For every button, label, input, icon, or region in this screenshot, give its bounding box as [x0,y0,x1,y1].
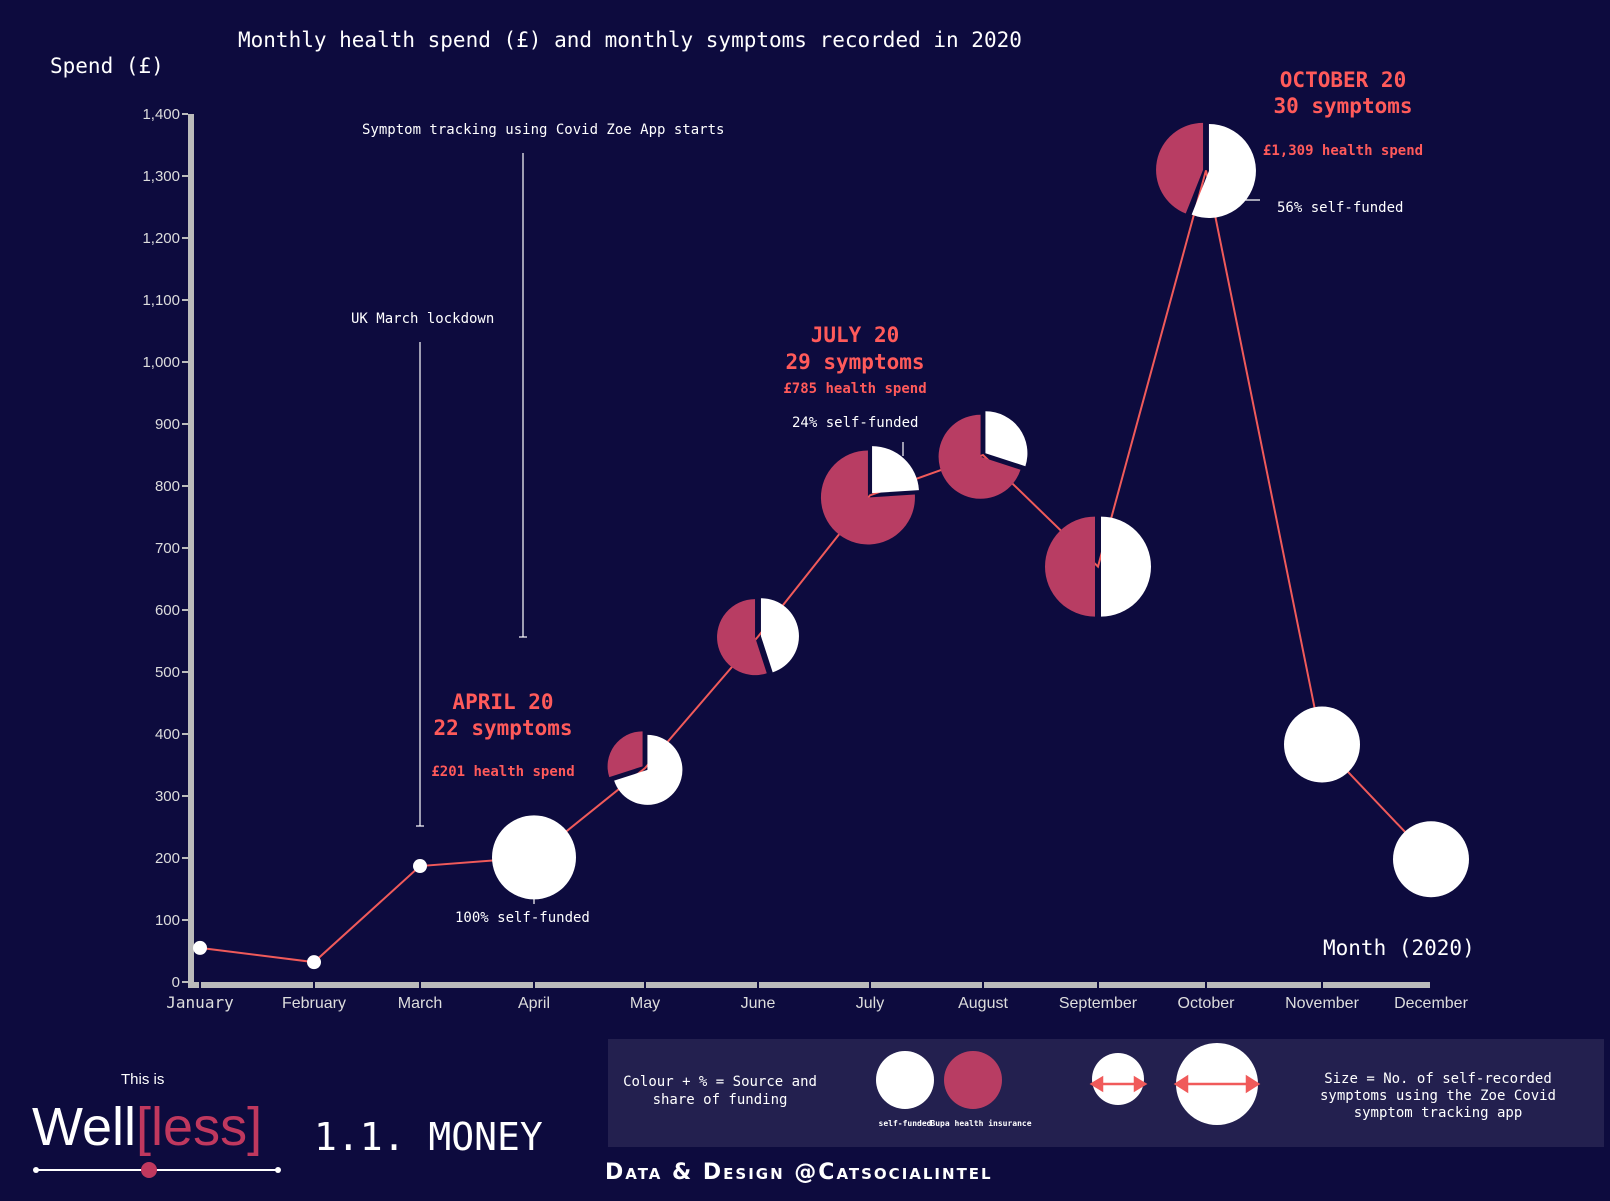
annotation-july-title: JULY 20 [810,323,900,347]
x-tick-label: February [282,995,346,1012]
x-tick-label: December [1394,995,1468,1012]
y-tick-label: 1,100 [142,292,180,309]
x-tick-label: July [856,995,884,1012]
data-pie-october [1156,122,1256,218]
x-tick-label: June [741,995,776,1012]
pie-slice-insurance [607,731,643,778]
pie-slice-self-funded [985,411,1028,467]
legend-size-arrows [1089,1074,1261,1094]
annotation-october-symptoms: 30 symptoms [1273,94,1413,118]
pie-slice-self-funded [1284,706,1360,783]
y-tick-label: 1,000 [142,354,180,371]
brand-well: Well [32,1097,137,1157]
x-axis-line [188,982,1432,988]
legend-self-funded-swatch [876,1051,934,1109]
brand-less: [less] [136,1097,263,1157]
x-tick-label: January [166,993,234,1012]
x-tick-label: November [1285,995,1359,1012]
y-tick-label: 1,300 [142,168,180,185]
x-tick-label: May [630,995,660,1012]
x-tick-label: August [958,995,1008,1012]
data-pie-july [820,446,919,545]
y-axis-label: Spend (£) [50,54,164,78]
pie-slice-self-funded [872,446,919,494]
chart-title: Monthly health spend (£) and monthly sym… [238,28,1022,52]
legend-self-funded-label: self-funded [878,1119,932,1128]
y-tick-label: 900 [155,416,180,433]
x-tick-label: October [1178,995,1236,1012]
annotation-october-spend: £1,309 health spend [1262,143,1424,159]
annotation-april-symptoms: 22 symptoms [433,716,573,740]
data-pie-september [1045,516,1151,617]
y-tick-label: 500 [155,664,180,681]
section-title: 1.1. MONEY [314,1115,543,1159]
annotation-april-spend: £201 health spend [431,764,575,780]
y-tick-label: 600 [155,602,180,619]
pie-slice-insurance [1156,122,1204,214]
x-axis-label: Month (2020) [1323,936,1475,960]
y-tick-label: 700 [155,540,180,557]
annotation-july-symptoms: 29 symptoms [785,350,925,374]
annotation-july-spend: £785 health spend [783,381,927,397]
legend-size-text: Size = No. of self-recorded symptoms usi… [1319,1071,1556,1121]
data-pie-november [1284,706,1360,783]
pie-slice-self-funded [1191,123,1256,218]
pie-slice-self-funded [1393,821,1469,898]
x-tick-label: April [518,995,550,1012]
annotation-april-title: APRIL 20 [452,690,554,714]
legend-panel: Colour + % = Source and share of funding… [608,1039,1604,1147]
x-tick-label: March [398,995,442,1012]
y-tick-label: 1,200 [142,230,180,247]
pie-slice-insurance [717,599,767,676]
annotation-lockdown: UK March lockdown [351,311,495,327]
pie-slice-self-funded [1101,516,1151,617]
data-pie-december [1393,821,1469,898]
data-point-march [413,859,427,874]
data-point-february [307,955,321,970]
legend-colour-text: Colour + % = Source and share of funding [623,1074,817,1108]
brand-underline [33,1162,281,1178]
pie-slice-insurance [1045,516,1095,617]
data-pie-august [938,411,1028,499]
y-tick-label: 100 [155,912,180,929]
annotation-zoe: Symptom tracking using Covid Zoe App sta… [362,122,725,138]
legend-insurance-swatch [944,1051,1002,1109]
credit: Data & Design @Catsocialintel [605,1160,993,1185]
annotation-july-share: 24% self-funded [792,415,919,431]
y-tick-label: 400 [155,726,180,743]
y-axis-line [188,114,194,988]
x-tick-label: September [1059,995,1138,1012]
annotation-april-share: 100% self-funded [455,910,590,926]
pie-slice-self-funded [492,815,576,900]
pie-slice-self-funded [760,598,799,673]
brand-logo: Well[less] [32,1096,262,1158]
y-tick-label: 300 [155,788,180,805]
y-tick-label: 1,400 [142,106,180,123]
brand-this-is: This is [121,1071,165,1088]
y-tick-label: 200 [155,850,180,867]
data-pie-may [607,731,683,805]
series-line-health-spend [199,170,1432,964]
data-point-january [193,940,207,955]
annotation-october-title: OCTOBER 20 [1279,68,1407,92]
annotation-october-share: 56% self-funded [1277,200,1404,216]
y-tick-label: 0 [172,974,180,991]
pie-slice-insurance [820,450,915,545]
data-pie-april [492,815,576,900]
legend-bupa-label: Bupa health insurance [930,1119,1032,1128]
pie-slice-insurance [938,414,1021,499]
y-tick-label: 800 [155,478,180,495]
data-pie-june [717,598,799,676]
pie-slice-self-funded [614,734,683,805]
